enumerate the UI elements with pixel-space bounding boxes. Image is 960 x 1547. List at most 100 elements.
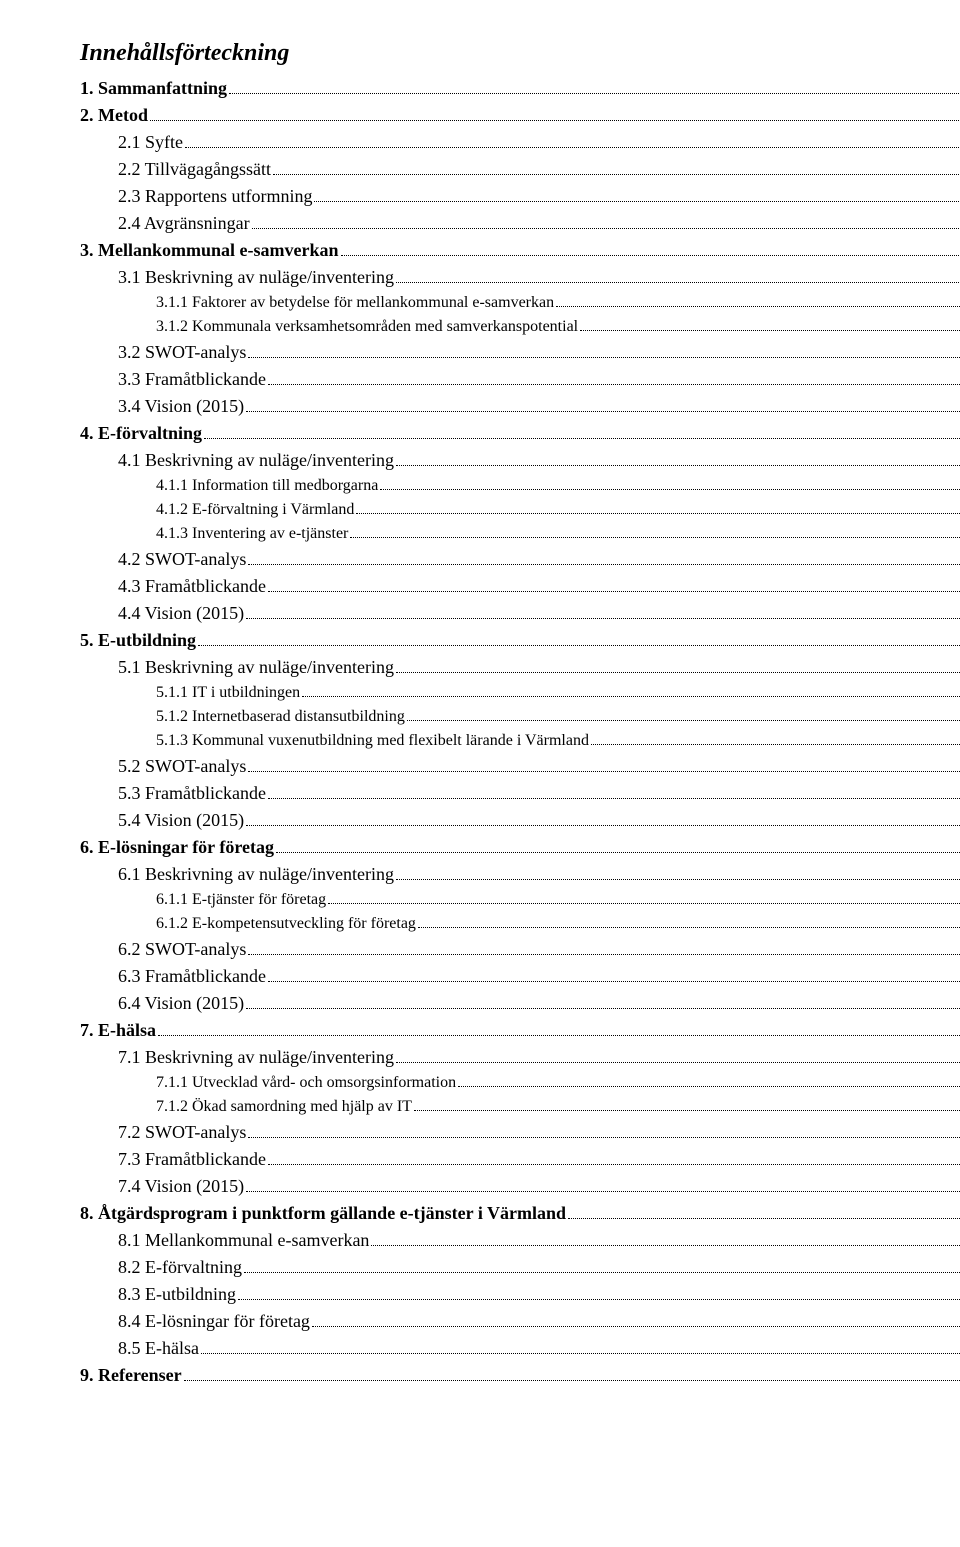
toc-entry-label: 3.1.1 Faktorer av betydelse för mellanko… (156, 291, 554, 315)
toc-leader (201, 1337, 960, 1354)
toc-leader (568, 1202, 960, 1219)
toc-entry: 7.3 Framåtblickande63 (80, 1146, 960, 1173)
toc-leader (328, 889, 960, 904)
toc-entry-label: 6. E-lösningar för företag (80, 834, 274, 861)
toc-leader (185, 131, 960, 148)
toc-leader (314, 185, 960, 202)
toc-entry: 5.1.2 Internetbaserad distansutbildning3… (80, 705, 960, 729)
toc-entry: 4. E-förvaltning21 (80, 420, 960, 447)
toc-entry-label: 4.1.1 Information till medborgarna (156, 474, 378, 498)
toc-leader (244, 1256, 960, 1273)
toc-entry-label: 5.1.3 Kommunal vuxenutbildning med flexi… (156, 729, 589, 753)
toc-entry-label: 2.2 Tillvägagångssätt (118, 156, 271, 183)
toc-entry-label: 4.1.2 E-förvaltning i Värmland (156, 498, 354, 522)
toc-entry-label: 4.1.3 Inventering av e-tjänster (156, 522, 348, 546)
toc-entry: 5.4 Vision (2015)42 (80, 807, 960, 834)
toc-container: 1. Sammanfattning22. Metod42.1 Syfte42.2… (80, 75, 960, 1389)
toc-entry-label: 3.4 Vision (2015) (118, 393, 244, 420)
toc-entry: 6.1.1 E-tjänster för företag43 (80, 888, 960, 912)
toc-title: Innehållsförteckning (80, 40, 960, 67)
toc-leader (380, 475, 960, 490)
toc-entry-label: 6.1 Beskrivning av nuläge/inventering (118, 861, 394, 888)
toc-entry-label: 5.2 SWOT-analys (118, 753, 246, 780)
toc-entry-label: 5. E-utbildning (80, 627, 196, 654)
toc-entry: 2.1 Syfte4 (80, 129, 960, 156)
toc-entry: 3.1.1 Faktorer av betydelse för mellanko… (80, 291, 960, 315)
toc-entry: 7.1.2 Ökad samordning med hjälp av IT56 (80, 1095, 960, 1119)
toc-entry-label: 8.5 E-hälsa (118, 1335, 199, 1362)
toc-leader (396, 863, 960, 880)
toc-entry-label: 8.3 E-utbildning (118, 1281, 236, 1308)
toc-leader (396, 449, 960, 466)
toc-entry: 1. Sammanfattning2 (80, 75, 960, 102)
toc-entry: 5.1.3 Kommunal vuxenutbildning med flexi… (80, 729, 960, 753)
toc-leader (229, 77, 960, 94)
toc-entry: 5.3 Framåtblickande40 (80, 780, 960, 807)
toc-entry-label: 7.1 Beskrivning av nuläge/inventering (118, 1044, 394, 1071)
toc-leader (276, 836, 960, 853)
toc-leader (268, 965, 960, 982)
toc-entry-label: 6.1.1 E-tjänster för företag (156, 888, 326, 912)
toc-entry: 2.2 Tillvägagångssätt4 (80, 156, 960, 183)
toc-entry-label: 7.3 Framåtblickande (118, 1146, 266, 1173)
toc-entry: 7.2 SWOT-analys62 (80, 1119, 960, 1146)
toc-entry-label: 4.4 Vision (2015) (118, 600, 244, 627)
toc-entry: 2.3 Rapportens utformning5 (80, 183, 960, 210)
toc-entry: 8.5 E-hälsa71 (80, 1335, 960, 1362)
toc-entry: 3.2 SWOT-analys16 (80, 339, 960, 366)
toc-entry: 7.1.1 Utvecklad vård- och omsorgsinforma… (80, 1071, 960, 1095)
toc-leader (246, 809, 960, 826)
toc-entry: 6.4 Vision (2015)52 (80, 990, 960, 1017)
toc-entry-label: 5.1 Beskrivning av nuläge/inventering (118, 654, 394, 681)
toc-leader (418, 913, 960, 928)
toc-entry-label: 3.1 Beskrivning av nuläge/inventering (118, 264, 394, 291)
toc-leader (248, 938, 960, 955)
page-number-footer: 1 (80, 1429, 960, 1447)
toc-leader (458, 1072, 960, 1087)
toc-entry: 8.1 Mellankommunal e-samverkan67 (80, 1227, 960, 1254)
toc-entry-label: 8.4 E-lösningar för företag (118, 1308, 310, 1335)
toc-entry: 6.2 SWOT-analys49 (80, 936, 960, 963)
toc-leader (591, 730, 960, 745)
toc-entry: 4.4 Vision (2015)33 (80, 600, 960, 627)
toc-leader (556, 292, 960, 307)
toc-leader (341, 239, 960, 256)
toc-entry: 5.2 SWOT-analys39 (80, 753, 960, 780)
toc-leader (150, 104, 960, 121)
toc-entry-label: 3.2 SWOT-analys (118, 339, 246, 366)
toc-leader (273, 158, 960, 175)
toc-leader (396, 656, 960, 673)
toc-entry: 5.1 Beskrivning av nuläge/inventering34 (80, 654, 960, 681)
toc-entry-label: 8. Åtgärdsprogram i punktform gällande e… (80, 1200, 566, 1227)
toc-entry: 8.3 E-utbildning69 (80, 1281, 960, 1308)
toc-entry: 6.1 Beskrivning av nuläge/inventering43 (80, 861, 960, 888)
toc-entry: 4.1.2 E-förvaltning i Värmland23 (80, 498, 960, 522)
toc-entry-label: 5.1.2 Internetbaserad distansutbildning (156, 705, 405, 729)
toc-leader (246, 602, 960, 619)
toc-entry-label: 3.3 Framåtblickande (118, 366, 266, 393)
toc-entry: 6.3 Framåtblickande50 (80, 963, 960, 990)
toc-entry: 8. Åtgärdsprogram i punktform gällande e… (80, 1200, 960, 1227)
toc-entry: 8.2 E-förvaltning68 (80, 1254, 960, 1281)
toc-entry-label: 8.2 E-förvaltning (118, 1254, 242, 1281)
toc-entry-label: 1. Sammanfattning (80, 75, 227, 102)
toc-entry: 7.4 Vision (2015)66 (80, 1173, 960, 1200)
toc-leader (238, 1283, 960, 1300)
toc-leader (248, 755, 960, 772)
toc-entry: 6. E-lösningar för företag43 (80, 834, 960, 861)
toc-entry-label: 4.2 SWOT-analys (118, 546, 246, 573)
toc-entry-label: 6.2 SWOT-analys (118, 936, 246, 963)
toc-entry-label: 6.1.2 E-kompetensutveckling för företag (156, 912, 416, 936)
toc-entry-label: 3. Mellankommunal e-samverkan (80, 237, 339, 264)
toc-entry-label: 7.1.1 Utvecklad vård- och omsorgsinforma… (156, 1071, 456, 1095)
toc-leader (407, 706, 960, 721)
toc-leader (580, 316, 960, 331)
toc-entry: 3.1.2 Kommunala verksamhetsområden med s… (80, 315, 960, 339)
toc-entry: 2. Metod4 (80, 102, 960, 129)
toc-leader (268, 1148, 960, 1165)
toc-leader (184, 1364, 960, 1381)
toc-entry: 5. E-utbildning34 (80, 627, 960, 654)
toc-entry-label: 6.4 Vision (2015) (118, 990, 244, 1017)
toc-entry: 3.1 Beskrivning av nuläge/inventering7 (80, 264, 960, 291)
toc-entry-label: 2.1 Syfte (118, 129, 183, 156)
